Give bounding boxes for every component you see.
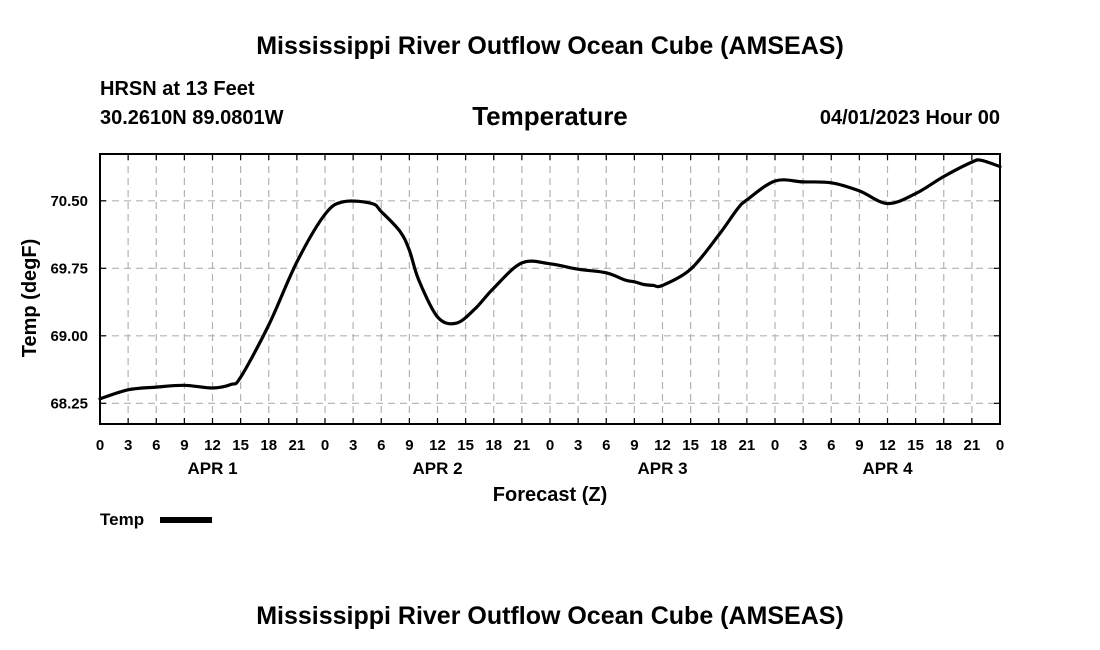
x-tick-label: 9 bbox=[180, 437, 188, 454]
x-tick-label: 21 bbox=[289, 437, 306, 454]
x-tick-label: 12 bbox=[204, 437, 221, 454]
station-label: HRSN at 13 Feet bbox=[100, 78, 255, 100]
x-tick-label: 21 bbox=[514, 437, 531, 454]
x-tick-label: 18 bbox=[485, 437, 502, 454]
y-tick-label: 69.75 bbox=[50, 260, 88, 277]
legend: Temp bbox=[100, 510, 212, 529]
x-tick-label: 9 bbox=[630, 437, 638, 454]
x-tick-label: 12 bbox=[654, 437, 671, 454]
x-day-label: APR 4 bbox=[862, 459, 913, 478]
x-tick-label: 18 bbox=[710, 437, 727, 454]
x-tick-label: 3 bbox=[574, 437, 582, 454]
x-tick-label: 15 bbox=[682, 437, 699, 454]
x-tick-label: 0 bbox=[96, 437, 104, 454]
x-axis-label: Forecast (Z) bbox=[493, 484, 607, 506]
x-tick-label: 21 bbox=[739, 437, 756, 454]
x-tick-label: 18 bbox=[260, 437, 277, 454]
y-axis-label: Temp (degF) bbox=[19, 239, 41, 358]
x-tick-label: 15 bbox=[457, 437, 474, 454]
x-day-label: APR 2 bbox=[412, 459, 462, 478]
main-title: Mississippi River Outflow Ocean Cube (AM… bbox=[256, 32, 844, 60]
x-tick-label: 0 bbox=[546, 437, 554, 454]
series-lines bbox=[98, 158, 1002, 401]
x-tick-label: 9 bbox=[855, 437, 863, 454]
x-tick-label: 0 bbox=[771, 437, 779, 454]
x-tick-label: 12 bbox=[879, 437, 896, 454]
y-tick-label: 68.25 bbox=[50, 395, 88, 412]
x-tick-label: 15 bbox=[232, 437, 249, 454]
parameter-title: Temperature bbox=[472, 101, 628, 131]
x-tick-label: 0 bbox=[321, 437, 329, 454]
y-axis-ticks: 68.25 69.00 69.75 70.50 bbox=[50, 193, 1000, 412]
bottom-title: Mississippi River Outflow Ocean Cube (AM… bbox=[256, 602, 844, 630]
series-line-temp bbox=[98, 158, 1002, 401]
x-tick-label: 6 bbox=[827, 437, 835, 454]
x-tick-label: 18 bbox=[935, 437, 952, 454]
x-tick-label: 3 bbox=[124, 437, 132, 454]
x-tick-label: 6 bbox=[377, 437, 385, 454]
coords-label: 30.2610N 89.0801W bbox=[100, 107, 284, 129]
datetime-label: 04/01/2023 Hour 00 bbox=[820, 107, 1000, 129]
legend-label-temp: Temp bbox=[100, 510, 144, 529]
x-tick-label: 0 bbox=[996, 437, 1004, 454]
y-tick-label: 69.00 bbox=[50, 328, 88, 345]
x-tick-label: 15 bbox=[907, 437, 924, 454]
x-tick-label: 12 bbox=[429, 437, 446, 454]
x-day-label: APR 1 bbox=[187, 459, 237, 478]
x-tick-label: 6 bbox=[602, 437, 610, 454]
x-day-label: APR 3 bbox=[637, 459, 687, 478]
x-tick-label: 21 bbox=[964, 437, 981, 454]
y-tick-label: 70.50 bbox=[50, 193, 88, 210]
x-tick-label: 3 bbox=[349, 437, 357, 454]
x-tick-label: 3 bbox=[799, 437, 807, 454]
x-axis-ticks: 0 3 6 9 12 15 18 21 0 3 6 9 12 15 18 21 0 3 6 9 12 15 18 21 0 3 6 9… bbox=[96, 154, 1004, 478]
x-tick-label: 9 bbox=[405, 437, 413, 454]
x-tick-label: 6 bbox=[152, 437, 160, 454]
